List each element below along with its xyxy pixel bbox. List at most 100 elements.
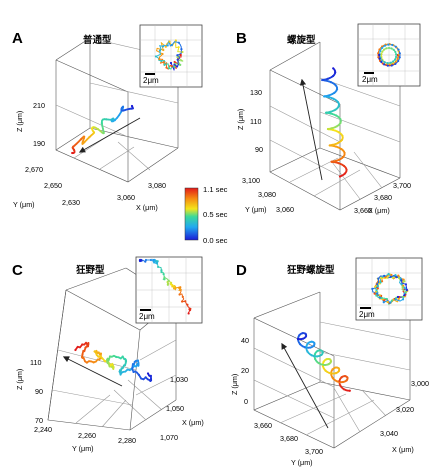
trajectory-point xyxy=(337,105,340,108)
panel-label: A xyxy=(12,30,23,47)
trajectory-point xyxy=(403,287,407,290)
axis-box xyxy=(253,291,411,449)
trajectory-point xyxy=(85,361,88,364)
trajectory xyxy=(321,67,348,178)
trajectory-point xyxy=(377,277,380,280)
trajectory-point xyxy=(341,380,344,384)
trajectory-point xyxy=(165,66,168,69)
trajectory-point xyxy=(154,55,158,58)
trajectory-point xyxy=(105,118,108,121)
z-axis-label: Z (μm) xyxy=(230,374,239,395)
x-tick: 3,080 xyxy=(148,181,166,190)
trajectory-point xyxy=(392,48,395,51)
trajectory-point xyxy=(131,366,134,369)
y-axis-label: Y (μm) xyxy=(72,444,94,453)
trajectory-point xyxy=(181,50,184,54)
y-tick: 3,100 xyxy=(242,176,260,185)
trajectory-point xyxy=(160,270,163,274)
trajectory-point xyxy=(401,298,405,301)
trajectory-point xyxy=(391,276,394,279)
trajectory-point xyxy=(169,61,173,65)
z-axis-label: Z (μm) xyxy=(15,111,24,132)
inset: 2μm xyxy=(139,24,203,88)
x-axis-label: X (μm) xyxy=(368,206,390,215)
trajectory-point xyxy=(380,296,383,300)
trajectory-point xyxy=(378,57,381,60)
trajectory-point xyxy=(166,44,169,47)
z-tick: 210 xyxy=(33,101,45,110)
trajectory-point xyxy=(338,379,341,382)
trajectory-point xyxy=(400,283,403,286)
trajectory-point xyxy=(309,346,312,349)
trajectory-point xyxy=(322,78,325,81)
trajectory-point xyxy=(394,50,397,53)
trajectory-point xyxy=(167,279,170,282)
trajectory-point xyxy=(84,346,87,349)
z-tick: 70 xyxy=(35,416,43,425)
trajectory-point xyxy=(376,283,379,286)
trajectory-point xyxy=(334,108,337,111)
trajectory-point xyxy=(401,286,404,289)
trajectory-point xyxy=(79,138,82,141)
trajectory-point xyxy=(307,341,310,345)
trajectory-point xyxy=(161,52,164,56)
trajectory-point xyxy=(172,285,175,288)
trajectory-point xyxy=(88,136,91,139)
trajectory-point xyxy=(162,272,165,276)
trajectory-point xyxy=(389,301,392,304)
y-tick: 2,280 xyxy=(118,436,136,445)
trajectory-point xyxy=(189,307,192,310)
trajectory-point xyxy=(322,363,325,367)
trajectory-point xyxy=(397,274,400,277)
y-axis-label: Y (μm) xyxy=(245,205,267,214)
trajectory-point xyxy=(383,274,386,277)
colorbar-label-mid: 0.5 sec xyxy=(203,210,228,219)
trajectory-point xyxy=(81,353,84,356)
trajectory-point xyxy=(137,373,140,376)
trajectory-point xyxy=(92,131,96,134)
trajectory-point xyxy=(81,343,84,346)
direction-arrow xyxy=(299,78,323,181)
trajectory-point xyxy=(379,281,382,284)
trajectory-point xyxy=(158,49,162,52)
trajectory-point xyxy=(332,160,336,163)
trajectory-point xyxy=(342,164,346,168)
trajectory-point xyxy=(124,360,128,363)
trajectory-point xyxy=(163,278,166,281)
y-axis-label: Y (μm) xyxy=(291,458,313,467)
x-tick: 1,070 xyxy=(160,433,178,442)
inset-trajectory xyxy=(138,258,192,315)
trajectory-point xyxy=(387,43,390,46)
trajectory-point xyxy=(386,61,389,65)
trajectory-point xyxy=(313,341,316,345)
trajectory-point xyxy=(397,59,400,63)
trajectory-point xyxy=(394,273,397,277)
trajectory-point xyxy=(176,58,179,61)
trajectory-point xyxy=(304,335,308,338)
trajectory-point xyxy=(343,375,347,378)
trajectory-point xyxy=(383,63,386,66)
trajectory-point xyxy=(374,285,377,288)
trajectory-point xyxy=(376,287,379,290)
trajectory-point xyxy=(387,272,390,276)
y-tick: 3,660 xyxy=(254,421,272,430)
trajectory-point xyxy=(146,372,150,375)
trajectory-point xyxy=(92,361,95,364)
x-tick: 3,680 xyxy=(374,193,392,202)
trajectory-point xyxy=(336,380,339,383)
trajectory-point xyxy=(380,280,384,283)
trajectory-point xyxy=(177,46,180,49)
trajectory-point xyxy=(386,276,389,279)
trajectory-point xyxy=(389,61,392,64)
trajectory-point xyxy=(333,91,336,94)
y-tick: 2,630 xyxy=(62,198,80,207)
trajectory-point xyxy=(298,343,302,346)
trajectory-point xyxy=(390,64,393,67)
trajectory-point xyxy=(122,109,125,112)
trajectory-point xyxy=(326,127,330,131)
trajectory-point xyxy=(106,358,109,361)
trajectory-point xyxy=(304,332,307,335)
trajectory-point xyxy=(152,258,155,262)
trajectory-point xyxy=(121,355,124,358)
trajectory-point xyxy=(173,60,176,64)
